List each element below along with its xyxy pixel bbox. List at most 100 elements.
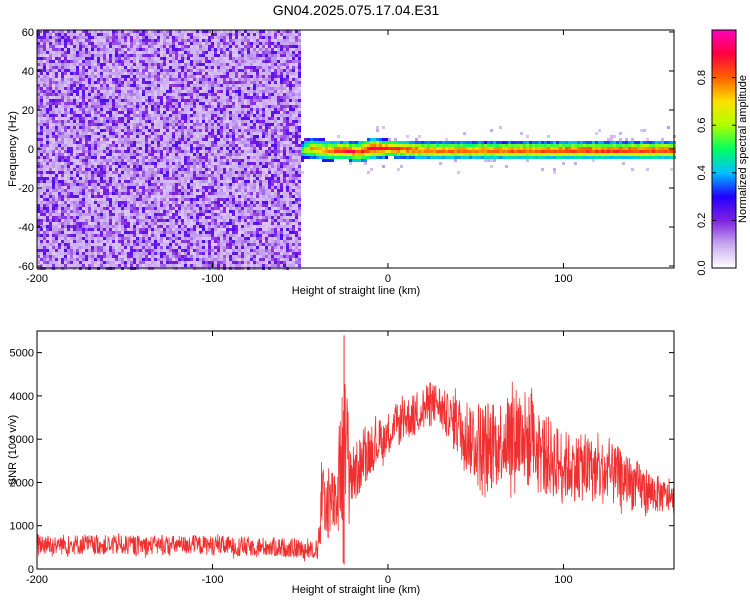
spectrogram-cell <box>118 195 121 198</box>
spectrogram-cell <box>82 69 85 72</box>
spectrogram-cell <box>223 84 226 87</box>
spectrogram-cell <box>43 30 46 33</box>
spectrogram-cell <box>196 132 199 135</box>
spectrogram-cell <box>91 99 94 102</box>
spectrogram-cell <box>220 45 223 48</box>
spectrogram-cell <box>133 150 136 153</box>
spectrogram-cell <box>127 99 130 102</box>
spectrogram-cell <box>217 96 220 99</box>
spectrogram-cell <box>139 144 142 147</box>
spectrogram-cell <box>79 36 82 39</box>
spectrogram-cell <box>64 264 67 267</box>
spectrogram-cell <box>109 105 112 108</box>
spectrogram-cell <box>148 120 151 123</box>
spectrogram-cell <box>112 75 115 78</box>
spectrogram-cell <box>115 144 118 147</box>
spectrogram-cell <box>91 117 94 120</box>
spectrogram-cell <box>121 156 124 159</box>
spectrogram-cell <box>175 111 178 114</box>
spectrogram-cell <box>175 147 178 150</box>
spectrogram-cell <box>187 48 190 51</box>
spectrogram-cell <box>169 240 172 243</box>
spectrogram-cell <box>55 255 58 258</box>
spectrogram-cell <box>88 189 91 192</box>
spectrogram-cell <box>205 66 208 69</box>
spectrogram-cell <box>199 105 202 108</box>
spectrogram-cell <box>115 231 118 234</box>
spectrogram-cell <box>214 207 217 210</box>
spectrogram-cell <box>214 30 217 33</box>
spectrogram-cell <box>88 90 91 93</box>
spectrogram-cell <box>211 258 214 261</box>
spectrogram-cell <box>55 198 58 201</box>
spectrogram-cell <box>178 225 181 228</box>
spectrogram-cell <box>106 168 109 171</box>
spectrogram-cell <box>214 129 217 132</box>
spectrogram-cell <box>46 99 49 102</box>
spectrogram-cell <box>223 93 226 96</box>
spectrogram-cell <box>145 237 148 240</box>
spectrogram-cell <box>49 120 52 123</box>
spectrogram-cell <box>73 129 76 132</box>
spectrogram-cell <box>178 228 181 231</box>
spectrogram-cell <box>70 156 73 159</box>
spectrogram-cell <box>163 102 166 105</box>
spectrogram-cell <box>109 84 112 87</box>
spectrogram-cell <box>58 216 61 219</box>
spectrogram-cell <box>196 81 199 84</box>
spectrogram-cell <box>79 69 82 72</box>
spectrogram-cell <box>193 228 196 231</box>
spectrogram-cell <box>214 243 217 246</box>
spectrogram-cell <box>205 165 208 168</box>
spectrogram-cell <box>220 84 223 87</box>
spectrogram-cell <box>46 72 49 75</box>
spectrogram-cell <box>88 162 91 165</box>
spectrogram-cell <box>142 198 145 201</box>
spectrogram-cell <box>199 201 202 204</box>
spectrogram-cell <box>154 246 157 249</box>
spectrogram-cell <box>196 57 199 60</box>
spectrogram-cell <box>55 228 58 231</box>
spectrogram-cell <box>178 213 181 216</box>
spectrogram-cell <box>112 168 115 171</box>
spectrogram-cell <box>142 237 145 240</box>
spectrogram-cell <box>145 189 148 192</box>
spectrogram-cell <box>100 108 103 111</box>
spectrogram-cell <box>139 258 142 261</box>
spectrogram-cell <box>118 174 121 177</box>
spectrogram-cell <box>52 36 55 39</box>
spectrogram-cell <box>127 87 130 90</box>
spectrogram-cell <box>76 72 79 75</box>
spectrogram-cell <box>181 183 184 186</box>
spectrogram-cell <box>100 105 103 108</box>
spectrogram-cell <box>178 237 181 240</box>
spectrogram-cell <box>160 81 163 84</box>
spectrogram-cell <box>187 174 190 177</box>
spectrogram-cell <box>73 153 76 156</box>
spectrogram-cell <box>106 114 109 117</box>
spectrogram-cell <box>208 159 211 162</box>
spectrogram-cell <box>214 81 217 84</box>
spectrogram-cell <box>112 162 115 165</box>
spectrogram-cell <box>178 138 181 141</box>
spectrogram-cell <box>166 171 169 174</box>
spectrogram-cell <box>73 33 76 36</box>
spectrogram-cell <box>121 216 124 219</box>
spectrogram-cell <box>115 168 118 171</box>
spectrogram-cell <box>82 48 85 51</box>
spectrogram-cell <box>88 186 91 189</box>
spectrogram-cell <box>175 186 178 189</box>
spectrogram-cell <box>64 78 67 81</box>
spectrogram-cell <box>142 192 145 195</box>
spectrogram-cell <box>196 72 199 75</box>
spectrogram-cell <box>64 162 67 165</box>
spectrogram-cell <box>121 30 124 33</box>
spectrogram-cell <box>40 42 43 45</box>
spectrogram-cell <box>100 168 103 171</box>
spectrogram-cell <box>163 156 166 159</box>
spectrogram-cell <box>79 75 82 78</box>
spectrogram-cell <box>103 132 106 135</box>
spectrogram-cell <box>112 246 115 249</box>
spectrogram-cell <box>49 96 52 99</box>
spectrogram-cell <box>76 159 79 162</box>
